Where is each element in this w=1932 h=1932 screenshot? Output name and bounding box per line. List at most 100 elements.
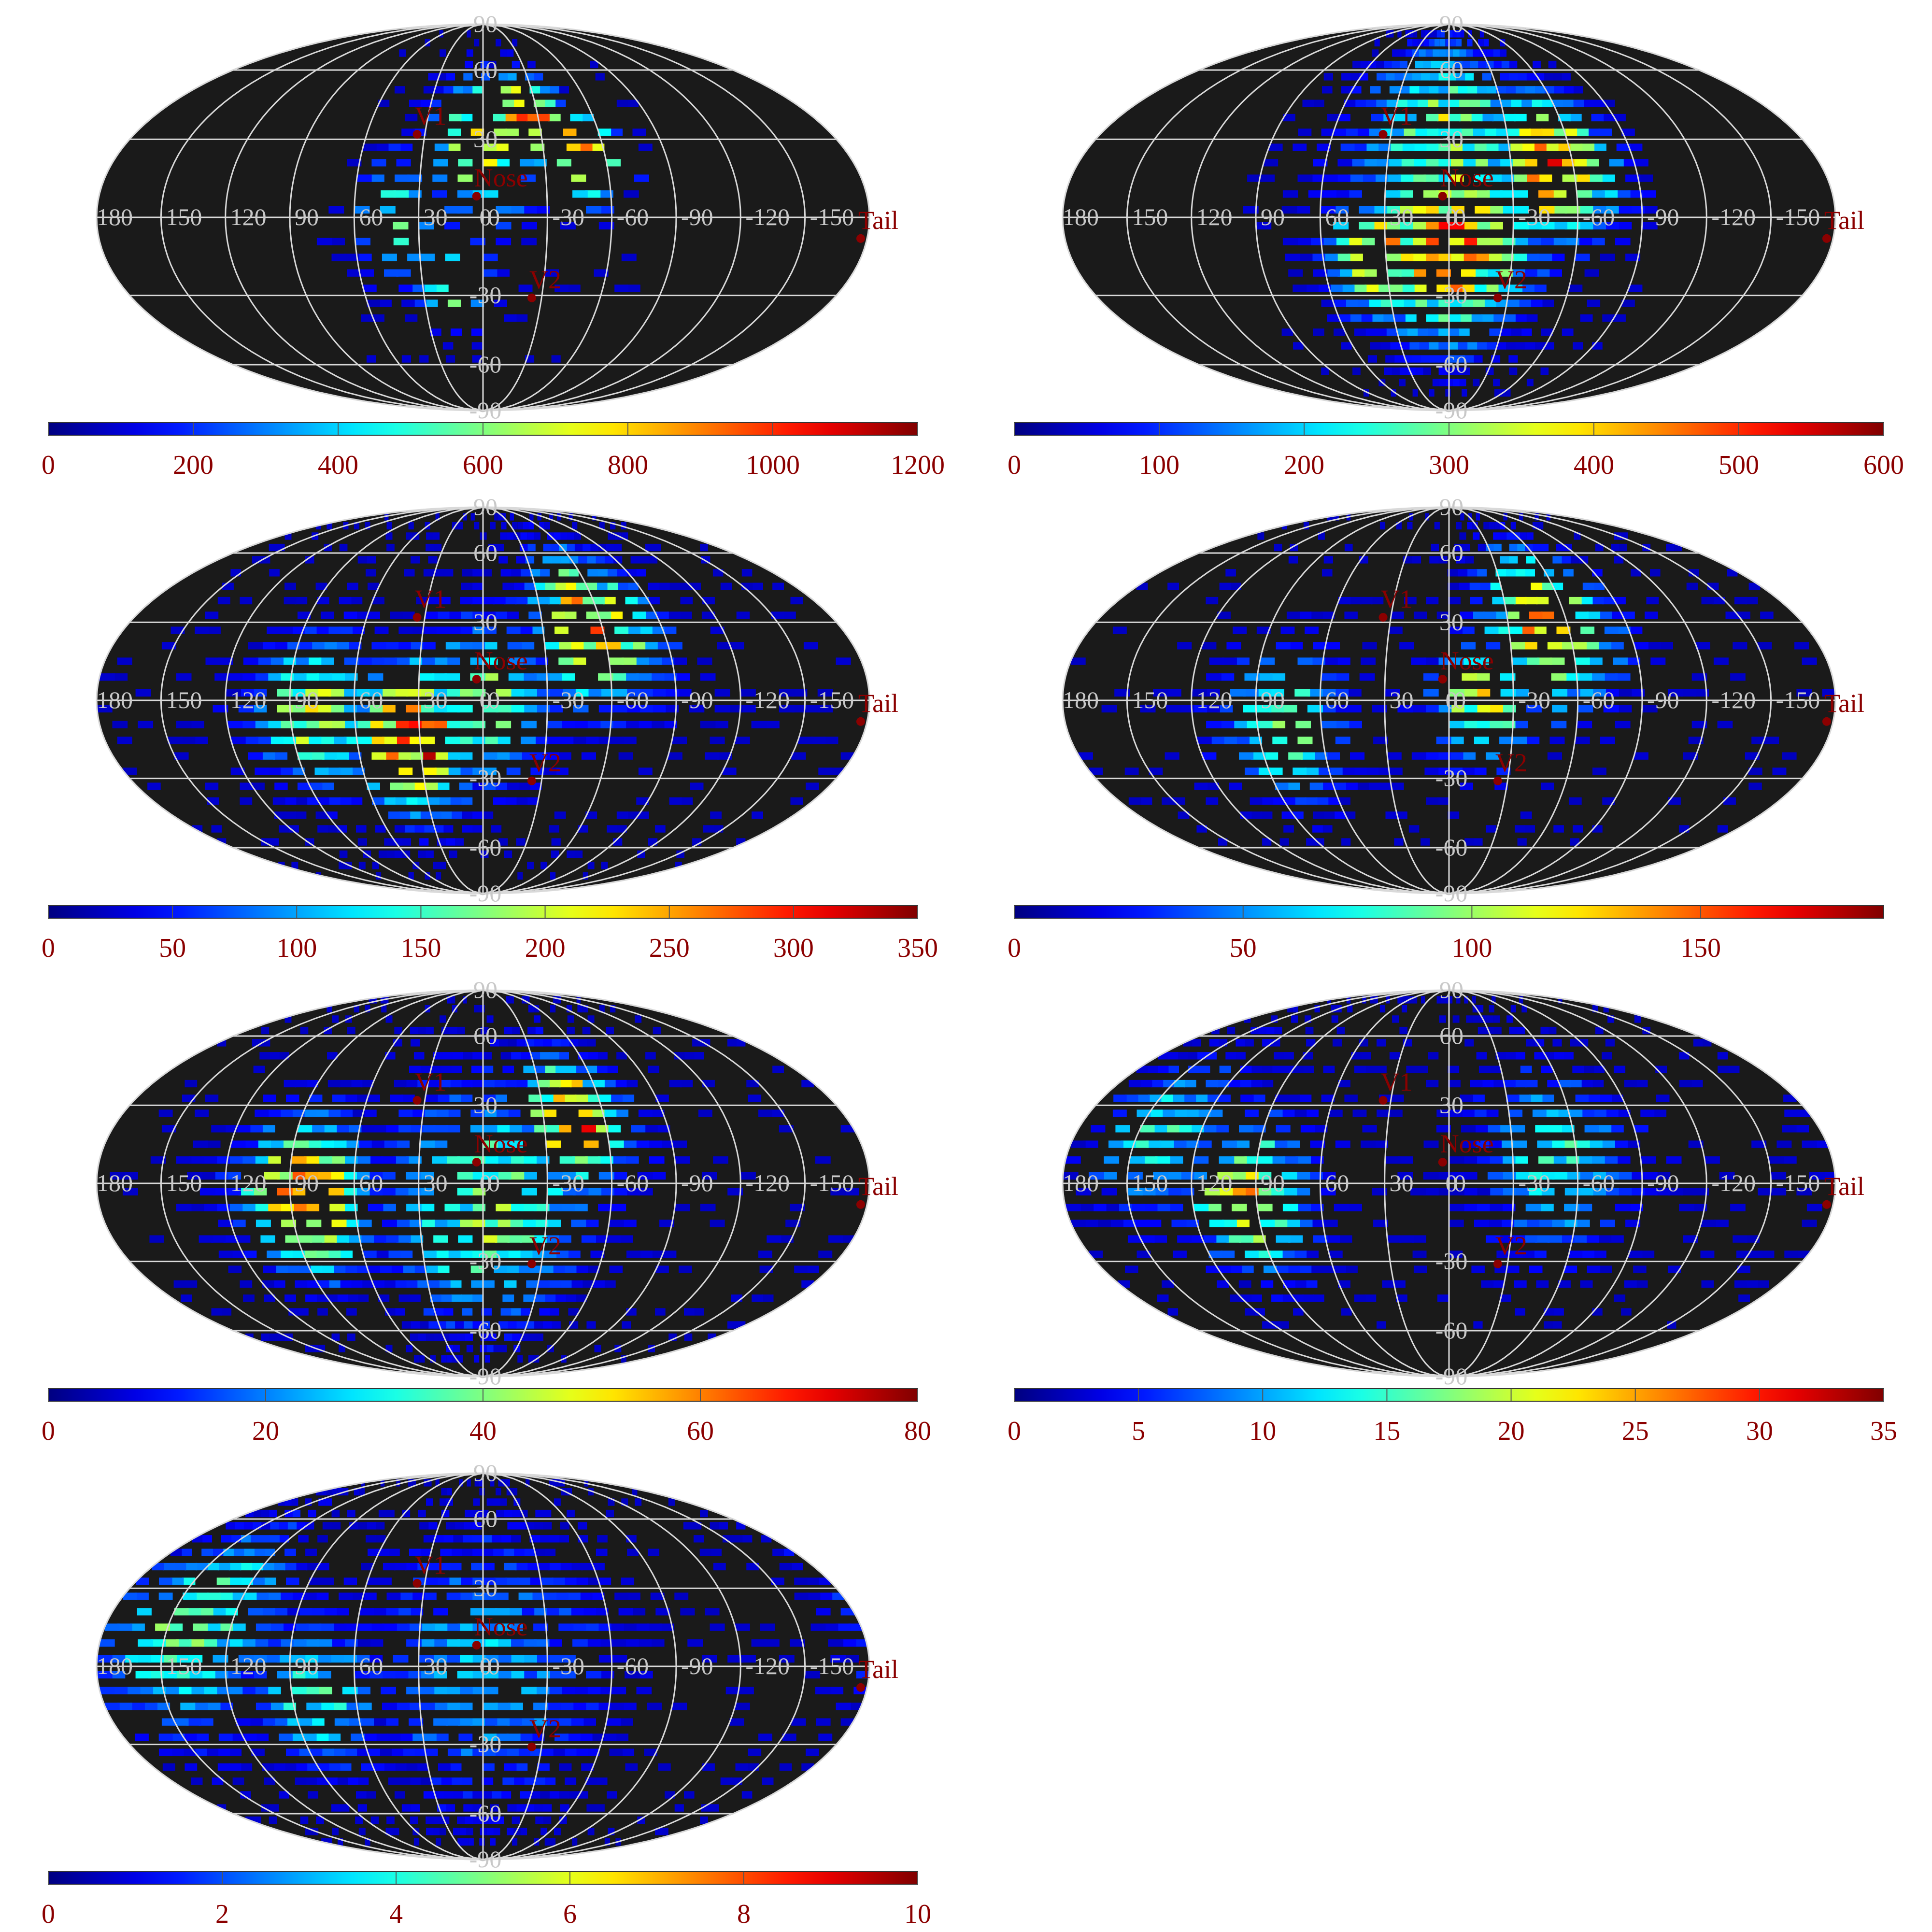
heatmap-cell: [1108, 1220, 1123, 1227]
heatmap-cell: [585, 190, 601, 198]
heatmap-cell: [434, 767, 449, 775]
heatmap-cell: [1412, 1250, 1427, 1258]
marker-label-nose: Nose: [474, 1129, 528, 1158]
heatmap-cell: [507, 1522, 517, 1530]
heatmap-cell: [270, 1522, 279, 1530]
heatmap-cell: [1460, 128, 1473, 136]
heatmap-cell: [332, 1488, 338, 1496]
heatmap-cell: [1354, 328, 1366, 336]
heatmap-cell: [546, 1703, 561, 1710]
heatmap-cell: [483, 1125, 497, 1133]
heatmap-cell: [583, 1703, 599, 1710]
lon-label: -60: [617, 1652, 649, 1679]
heatmap-cell: [648, 1065, 660, 1073]
lon-label: -120: [745, 203, 790, 230]
heatmap-cell: [97, 1655, 113, 1663]
heatmap-cell: [1413, 30, 1418, 38]
heatmap-cell: [99, 1639, 115, 1647]
heatmap-cell: [1481, 1080, 1494, 1088]
heatmap-cell: [436, 1094, 450, 1102]
heatmap-cell: [1115, 1125, 1130, 1133]
heatmap-cell: [506, 1250, 521, 1258]
heatmap-cell: [1460, 513, 1464, 521]
heatmap-cell: [406, 532, 413, 540]
heatmap-cell: [1691, 1204, 1707, 1211]
heatmap-cell: [1333, 222, 1349, 230]
heatmap-cell: [1372, 705, 1388, 713]
heatmap-cell: [223, 1608, 238, 1616]
lat-label: -30: [469, 1248, 502, 1275]
heatmap-cell: [725, 1687, 741, 1694]
heatmap-cell: [494, 128, 507, 136]
heatmap-cell: [306, 1140, 322, 1148]
heatmap-cell: [110, 1172, 126, 1180]
heatmap-cell: [512, 99, 525, 107]
heatmap-cell: [1520, 532, 1527, 540]
heatmap-cell: [1229, 782, 1242, 790]
heatmap-cell: [1382, 114, 1395, 122]
heatmap-cell: [1656, 1094, 1670, 1102]
heatmap-cell: [1251, 1235, 1266, 1243]
heatmap-cell: [549, 1052, 559, 1060]
heatmap-cell: [511, 1333, 520, 1341]
heatmap-cell: [148, 1671, 164, 1679]
heatmap-cell: [457, 721, 473, 728]
heatmap-cell: [791, 1718, 806, 1726]
heatmap-cell: [382, 657, 397, 665]
heatmap-cell: [1616, 222, 1632, 230]
heatmap-cell: [590, 60, 598, 69]
heatmap-cell: [1549, 1140, 1565, 1148]
marker-label-v2: V2: [529, 265, 561, 294]
heatmap-cell: [471, 1294, 483, 1302]
heatmap-cell: [341, 705, 357, 713]
heatmap-cell: [1470, 597, 1483, 605]
heatmap-cell: [112, 721, 128, 728]
heatmap-cell: [490, 522, 496, 530]
heatmap-cell: [355, 1265, 369, 1273]
heatmap-cell: [1629, 206, 1645, 214]
heatmap-cell: [518, 1250, 533, 1258]
heatmap-cell: [655, 1125, 670, 1133]
heatmap-cell: [1344, 611, 1358, 619]
heatmap-cell: [601, 862, 608, 869]
heatmap-cell: [596, 1065, 608, 1073]
heatmap-cell: [1526, 1039, 1535, 1047]
heatmap-cell: [386, 1592, 401, 1600]
heatmap-cell: [1269, 705, 1284, 713]
heatmap-cell: [663, 705, 679, 713]
heatmap-cell: [634, 1140, 649, 1148]
heatmap-cell: [357, 1804, 367, 1812]
lon-label: 120: [1196, 203, 1233, 230]
heatmap-cell: [332, 1015, 339, 1023]
heatmap-cell: [1503, 597, 1516, 605]
heatmap-cell: [445, 1125, 460, 1133]
heatmap-cell: [1510, 522, 1516, 530]
heatmap-cell: [211, 1608, 226, 1616]
heatmap-cell: [449, 1080, 462, 1088]
heatmap-cell: [261, 1509, 270, 1518]
heatmap-cell: [446, 1488, 452, 1496]
heatmap-cell: [1371, 114, 1384, 122]
colorbar-tick-label: 8: [737, 1899, 751, 1929]
heatmap-cell: [527, 532, 534, 540]
heatmap-cell: [1217, 1094, 1231, 1102]
heatmap-cell: [1598, 611, 1612, 619]
heatmap-cell: [213, 1655, 228, 1663]
heatmap-cell: [1650, 569, 1661, 577]
heatmap-cell: [1335, 254, 1350, 261]
heatmap-cell: [310, 1608, 325, 1616]
heatmap-cell: [1713, 1220, 1729, 1227]
heatmap-cell: [560, 1804, 569, 1812]
heatmap-cell: [1462, 689, 1477, 697]
heatmap-cell: [1563, 1265, 1577, 1273]
heatmap-cell: [1438, 355, 1448, 363]
heatmap-cell: [1404, 114, 1417, 122]
heatmap-cell: [266, 721, 281, 728]
heatmap-cell: [1293, 797, 1307, 805]
heatmap-cell: [384, 1235, 399, 1243]
heatmap-cell: [375, 825, 386, 833]
heatmap-cell: [1194, 782, 1208, 790]
heatmap-cell: [248, 1608, 263, 1616]
heatmap-cell: [411, 626, 425, 634]
heatmap-cell: [1472, 284, 1487, 292]
